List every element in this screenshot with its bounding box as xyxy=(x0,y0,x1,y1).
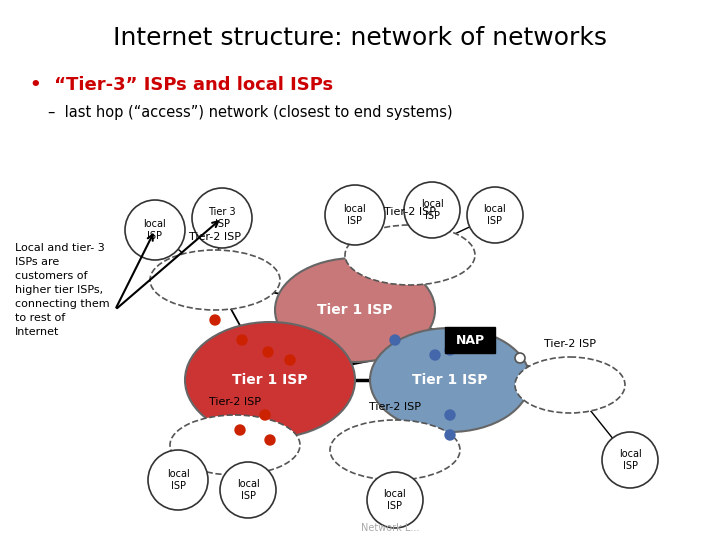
Circle shape xyxy=(220,462,276,518)
Text: –  last hop (“access”) network (closest to end systems): – last hop (“access”) network (closest t… xyxy=(48,105,453,120)
Circle shape xyxy=(445,410,455,420)
FancyBboxPatch shape xyxy=(445,327,495,353)
Circle shape xyxy=(265,435,275,445)
Text: local
ISP: local ISP xyxy=(420,199,444,221)
Circle shape xyxy=(125,200,185,260)
Text: Tier 1 ISP: Tier 1 ISP xyxy=(413,373,487,387)
Text: local
ISP: local ISP xyxy=(384,489,406,511)
Circle shape xyxy=(467,187,523,243)
Ellipse shape xyxy=(150,250,280,310)
Text: Local and tier- 3
ISPs are
customers of
higher tier ISPs,
connecting them
to res: Local and tier- 3 ISPs are customers of … xyxy=(15,243,109,337)
Circle shape xyxy=(404,182,460,238)
Text: Network L...: Network L... xyxy=(361,523,419,533)
Circle shape xyxy=(210,315,220,325)
Circle shape xyxy=(192,188,252,248)
Text: Tier 3
ISP: Tier 3 ISP xyxy=(208,207,236,229)
Ellipse shape xyxy=(345,225,475,285)
Ellipse shape xyxy=(330,420,460,480)
Circle shape xyxy=(148,450,208,510)
Text: local
ISP: local ISP xyxy=(237,479,259,501)
Text: Tier-2 ISP: Tier-2 ISP xyxy=(209,397,261,407)
Circle shape xyxy=(390,335,400,345)
Text: local
ISP: local ISP xyxy=(484,204,506,226)
Text: Tier 1 ISP: Tier 1 ISP xyxy=(318,303,392,317)
Text: local
ISP: local ISP xyxy=(343,204,366,226)
Circle shape xyxy=(285,355,295,365)
Circle shape xyxy=(367,472,423,528)
Ellipse shape xyxy=(185,322,355,438)
Circle shape xyxy=(430,350,440,360)
Ellipse shape xyxy=(515,357,625,413)
Text: local
ISP: local ISP xyxy=(166,469,189,491)
Circle shape xyxy=(485,335,495,345)
Text: local
ISP: local ISP xyxy=(618,449,642,471)
Circle shape xyxy=(237,335,247,345)
Text: local
ISP: local ISP xyxy=(143,219,166,241)
Circle shape xyxy=(235,425,245,435)
Circle shape xyxy=(445,345,455,355)
Circle shape xyxy=(445,430,455,440)
Text: Tier 1 ISP: Tier 1 ISP xyxy=(233,373,307,387)
Text: •  “Tier-3” ISPs and local ISPs: • “Tier-3” ISPs and local ISPs xyxy=(30,76,333,94)
Circle shape xyxy=(325,185,385,245)
Circle shape xyxy=(263,347,273,357)
Ellipse shape xyxy=(170,415,300,475)
Text: Internet structure: network of networks: Internet structure: network of networks xyxy=(113,26,607,50)
Text: NAP: NAP xyxy=(456,334,485,347)
Circle shape xyxy=(602,432,658,488)
Ellipse shape xyxy=(370,328,530,432)
Text: Tier-2 ISP: Tier-2 ISP xyxy=(544,339,596,349)
Circle shape xyxy=(260,410,270,420)
Text: Tier-2 ISP: Tier-2 ISP xyxy=(384,207,436,217)
Ellipse shape xyxy=(275,258,435,362)
Text: Tier-2 ISP: Tier-2 ISP xyxy=(369,402,421,412)
Text: Tier-2 ISP: Tier-2 ISP xyxy=(189,232,241,242)
Circle shape xyxy=(515,353,525,363)
